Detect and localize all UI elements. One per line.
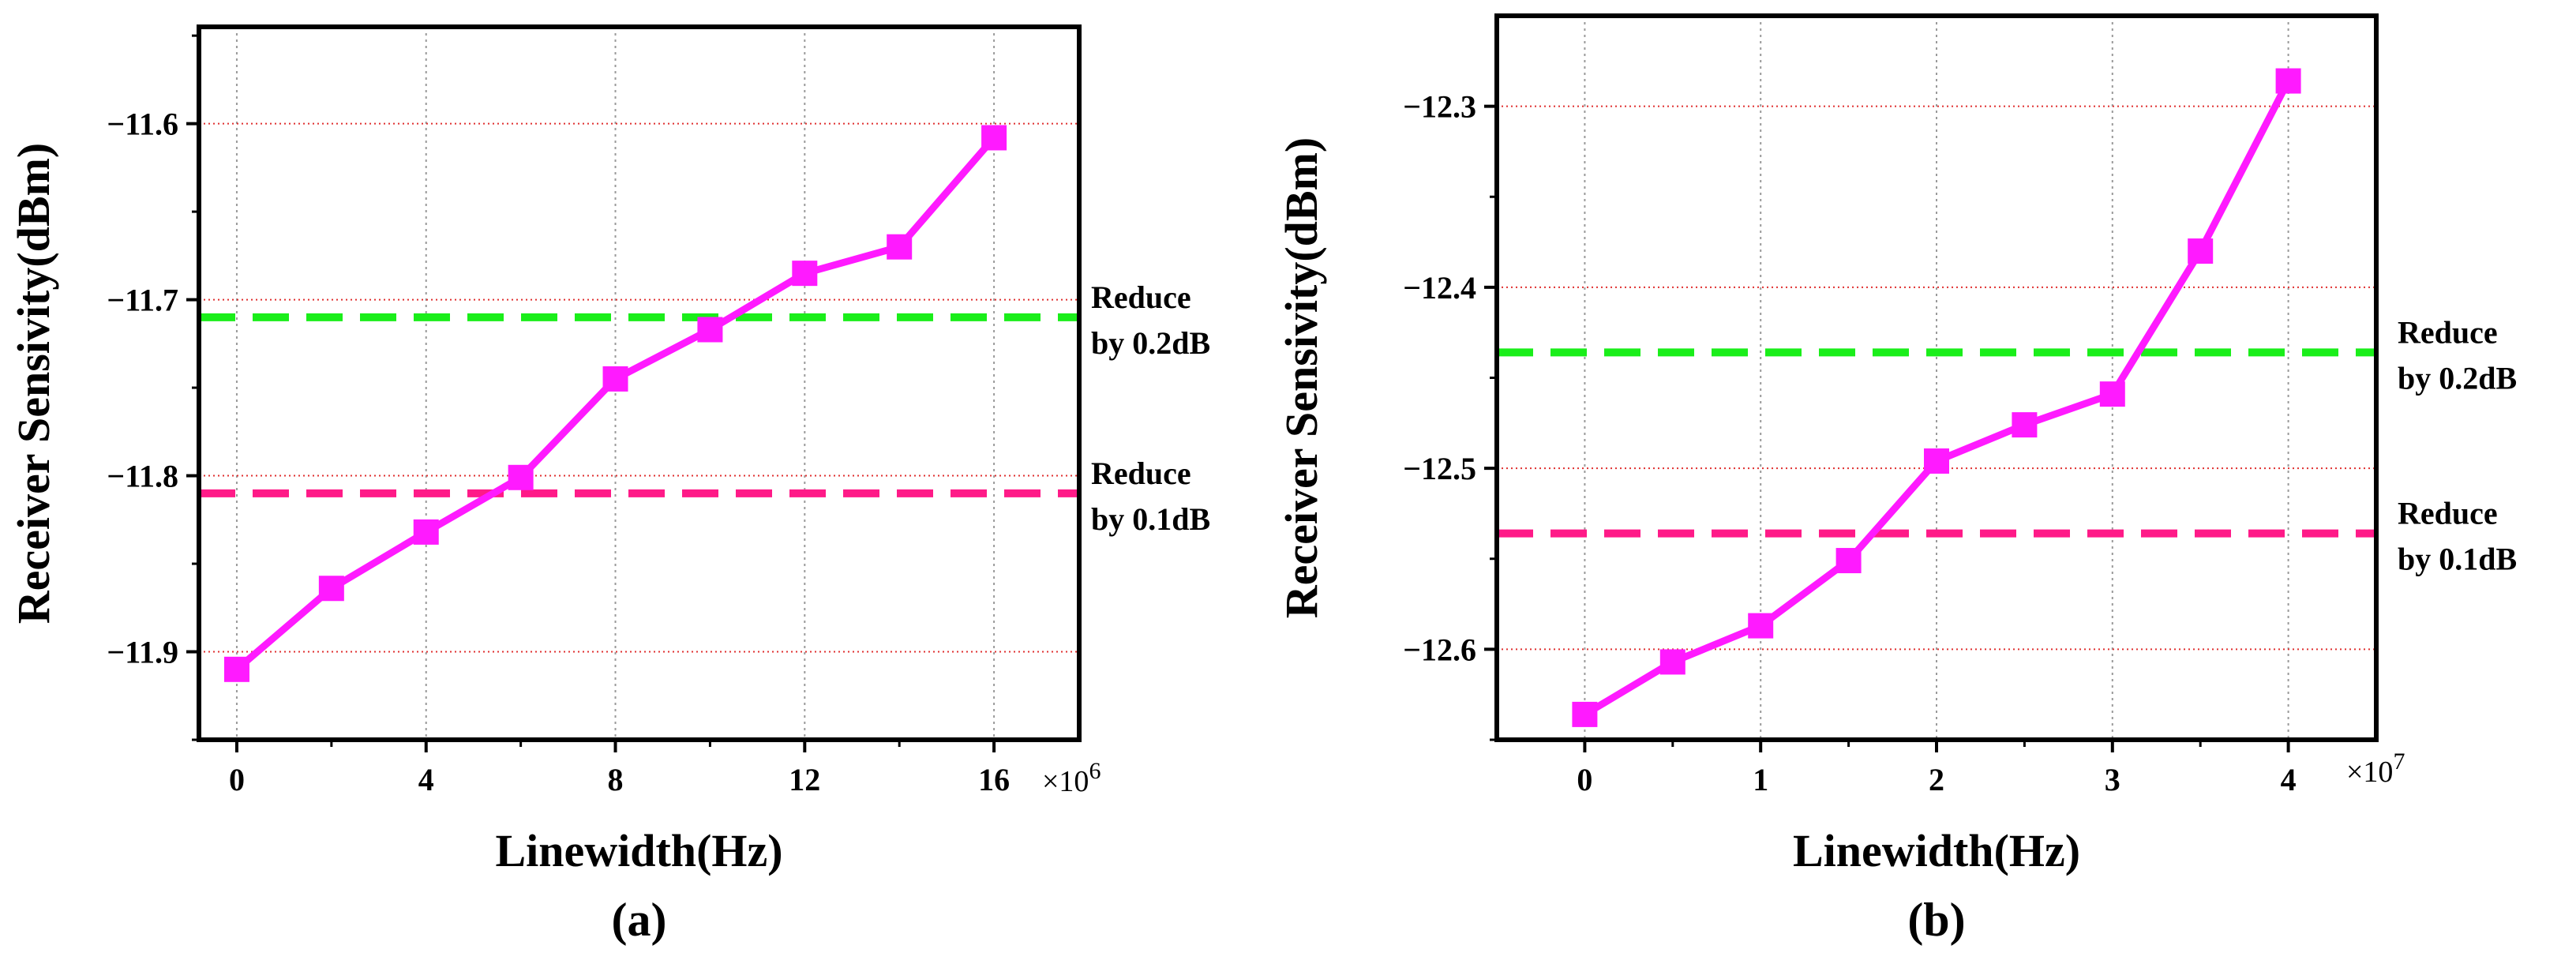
data-point-marker <box>318 576 344 602</box>
data-point-marker <box>1835 548 1862 574</box>
y-tick-label: −12.4 <box>1403 270 1476 306</box>
data-point-marker <box>1748 613 1774 639</box>
x-tick-label: 4 <box>2281 762 2297 797</box>
reference-annotation-line1: Reduce <box>2398 496 2498 531</box>
x-tick-label: 8 <box>608 762 624 797</box>
data-point-marker <box>2275 68 2301 94</box>
x-tick-label: 4 <box>418 762 434 797</box>
x-tick-label: 2 <box>1929 762 1944 797</box>
y-tick-label: −11.7 <box>107 283 178 318</box>
data-point-marker <box>1572 701 1598 727</box>
data-point-marker <box>223 656 249 682</box>
data-point-marker <box>887 234 913 260</box>
y-axis-label: Receiver Sensivity(dBm) <box>1276 137 1327 618</box>
y-tick-label: −11.8 <box>107 459 178 494</box>
y-tick-label: −11.9 <box>107 635 178 670</box>
x-axis-multiplier-exponent: 7 <box>2393 748 2405 775</box>
x-tick-label: 0 <box>1577 762 1592 797</box>
x-axis-multiplier-exponent: 6 <box>1089 758 1101 784</box>
reference-annotation-line2: by 0.1dB <box>2398 542 2517 577</box>
panel-label: (b) <box>1907 894 1965 946</box>
data-point-marker <box>2099 381 2125 407</box>
data-point-marker <box>508 464 534 490</box>
data-point-marker <box>2012 412 2038 438</box>
x-tick-label: 0 <box>229 762 245 797</box>
reference-annotation-line1: Reduce <box>2398 314 2498 350</box>
reference-annotation-line2: by 0.2dB <box>1091 325 1210 361</box>
y-axis-label: Receiver Sensivity(dBm) <box>8 143 59 624</box>
x-axis-multiplier: ×107 <box>2346 748 2405 789</box>
y-tick-label: −12.3 <box>1403 89 1476 125</box>
x-axis-label: Linewidth(Hz) <box>1793 825 2080 876</box>
chart-panel-a: Reduce by 0.2dB Reduce by 0.1dB 0 4 8 12 16 −11.9… <box>8 24 1210 946</box>
reference-annotation-line1: Reduce <box>1091 456 1191 491</box>
data-point-marker <box>981 125 1007 151</box>
y-tick-label: −12.6 <box>1403 632 1476 667</box>
data-point-marker <box>792 261 818 287</box>
chart-panel-b: Reduce by 0.2dB Reduce by 0.1dB 0 1 2 3 4 −12.6 −1… <box>1276 13 2517 946</box>
data-point-marker <box>602 366 628 392</box>
x-tick-label: 1 <box>1753 762 1768 797</box>
reference-annotation-line2: by 0.1dB <box>1091 501 1210 537</box>
panel-label: (a) <box>612 894 667 946</box>
x-tick-label: 16 <box>978 762 1010 797</box>
data-point-marker <box>413 519 439 545</box>
reference-annotation-line2: by 0.2dB <box>2398 360 2517 396</box>
x-axis-multiplier-base: ×10 <box>1042 765 1089 798</box>
reference-annotation-line1: Reduce <box>1091 279 1191 315</box>
x-axis-multiplier-base: ×10 <box>2346 756 2393 789</box>
y-tick-label: −11.6 <box>107 107 178 142</box>
data-point-marker <box>697 317 723 343</box>
x-tick-label: 3 <box>2105 762 2120 797</box>
plot-frame <box>197 24 1082 742</box>
data-point-marker <box>2188 238 2214 264</box>
y-tick-label: −12.5 <box>1403 451 1476 486</box>
x-axis-label: Linewidth(Hz) <box>495 825 782 876</box>
data-point-marker <box>1659 649 1685 675</box>
x-tick-label: 12 <box>789 762 820 797</box>
data-point-marker <box>1924 448 1949 474</box>
x-axis-multiplier: ×106 <box>1042 758 1101 798</box>
